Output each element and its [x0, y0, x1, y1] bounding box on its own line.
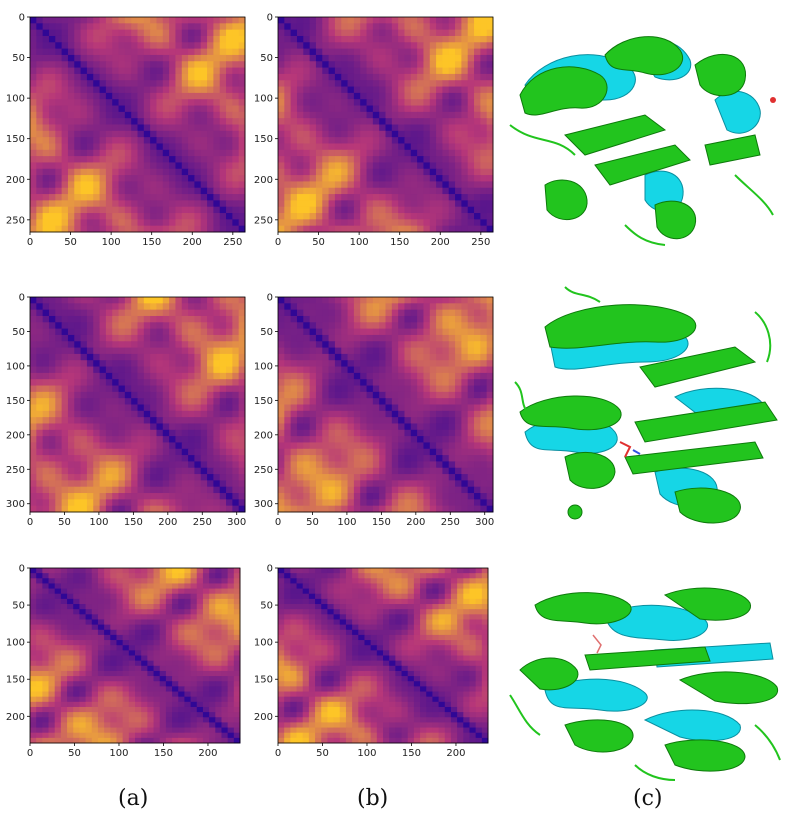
y-tick-label: 200 — [6, 712, 25, 723]
y-tick-label: 50 — [260, 327, 273, 338]
y-tick-label: 200 — [254, 712, 273, 723]
heatmap-cells — [278, 297, 494, 513]
protein-structure-row3 — [505, 575, 790, 785]
x-tick-label: 100 — [109, 748, 128, 759]
x-tick-label: 50 — [306, 517, 319, 528]
green-cartoon — [519, 587, 779, 772]
y-tick-label: 200 — [6, 175, 25, 186]
x-tick-label: 50 — [312, 237, 325, 248]
x-tick-label: 100 — [102, 237, 121, 248]
x-tick-label: 200 — [446, 748, 465, 759]
heatmap-cells — [278, 17, 494, 233]
heatmap-panel-b-row3: 0 50 100 150 200 0 50 100 150 200 — [254, 564, 489, 759]
x-tick-label: 300 — [227, 517, 246, 528]
heatmap-cells — [30, 297, 246, 513]
x-tick-label: 150 — [402, 748, 421, 759]
caption-a: (a) — [118, 786, 149, 811]
x-tick-label: 250 — [223, 237, 242, 248]
y-tick-label: 100 — [6, 361, 25, 372]
y-tick-label: 50 — [12, 53, 25, 64]
x-tick-label: 200 — [406, 517, 425, 528]
x-tick-label: 0 — [275, 748, 281, 759]
x-tick-label: 0 — [275, 237, 281, 248]
x-tick-label: 200 — [158, 517, 177, 528]
y-tick-label: 250 — [6, 465, 25, 476]
y-tick-label: 0 — [267, 564, 273, 575]
y-tick-label: 150 — [254, 396, 273, 407]
x-tick-label: 50 — [68, 748, 81, 759]
x-tick-label: 0 — [27, 517, 33, 528]
x-tick-label: 0 — [27, 748, 33, 759]
x-tick-label: 0 — [275, 517, 281, 528]
x-tick-label: 50 — [316, 748, 329, 759]
y-tick-label: 0 — [19, 293, 25, 304]
y-tick-label: 250 — [254, 465, 273, 476]
x-tick-label: 150 — [390, 237, 409, 248]
x-tick-label: 150 — [142, 237, 161, 248]
y-tick-label: 0 — [267, 13, 273, 24]
y-tick-label: 150 — [6, 396, 25, 407]
y-tick-label: 100 — [254, 361, 273, 372]
y-tick-label: 100 — [6, 94, 25, 105]
y-tick-label: 100 — [254, 638, 273, 649]
y-tick-label: 50 — [12, 601, 25, 612]
x-tick-label: 150 — [154, 748, 173, 759]
heatmap-cells — [30, 568, 241, 744]
x-tick-label: 200 — [198, 748, 217, 759]
heatmap-panel-a-row3: 0 50 100 150 200 0 50 100 150 200 — [6, 564, 241, 759]
plot-frame — [29, 567, 241, 744]
y-tick-label: 250 — [254, 215, 273, 226]
plot-frame — [29, 16, 246, 233]
x-tick-label: 100 — [337, 517, 356, 528]
x-tick-label: 50 — [58, 517, 71, 528]
x-tick-label: 0 — [27, 237, 33, 248]
y-tick-label: 100 — [6, 638, 25, 649]
x-tick-label: 250 — [471, 237, 490, 248]
y-tick-label: 150 — [6, 675, 25, 686]
green-cartoon — [519, 304, 778, 524]
y-tick-label: 200 — [6, 430, 25, 441]
y-tick-label: 0 — [19, 564, 25, 575]
y-tick-label: 300 — [6, 499, 25, 510]
caption-c: (c) — [633, 786, 663, 811]
x-tick-label: 50 — [64, 237, 77, 248]
x-tick-label: 300 — [475, 517, 494, 528]
x-tick-label: 150 — [124, 517, 143, 528]
heatmap-cells — [30, 17, 246, 233]
caption-b: (b) — [357, 786, 389, 811]
x-tick-label: 100 — [89, 517, 108, 528]
x-tick-label: 200 — [183, 237, 202, 248]
y-tick-label: 300 — [254, 499, 273, 510]
x-tick-label: 250 — [193, 517, 212, 528]
y-tick-label: 250 — [6, 215, 25, 226]
y-tick-label: 50 — [12, 327, 25, 338]
plot-frame — [29, 296, 246, 513]
heatmap-cells — [278, 568, 489, 744]
plot-frame — [277, 567, 489, 744]
y-tick-label: 0 — [267, 293, 273, 304]
x-tick-label: 150 — [372, 517, 391, 528]
x-tick-label: 100 — [357, 748, 376, 759]
y-tick-label: 200 — [254, 430, 273, 441]
y-tick-label: 150 — [254, 134, 273, 145]
plot-frame — [277, 296, 494, 513]
y-tick-label: 200 — [254, 175, 273, 186]
y-tick-label: 150 — [6, 134, 25, 145]
y-tick-label: 100 — [254, 94, 273, 105]
protein-structure-row1 — [505, 5, 785, 250]
y-tick-label: 50 — [260, 53, 273, 64]
protein-structure-row2 — [505, 282, 790, 532]
y-tick-label: 50 — [260, 601, 273, 612]
y-tick-label: 150 — [254, 675, 273, 686]
plot-frame — [277, 16, 494, 233]
y-tick-label: 0 — [19, 13, 25, 24]
x-tick-label: 250 — [441, 517, 460, 528]
green-cartoon — [519, 36, 761, 240]
x-tick-label: 200 — [431, 237, 450, 248]
x-tick-label: 100 — [350, 237, 369, 248]
